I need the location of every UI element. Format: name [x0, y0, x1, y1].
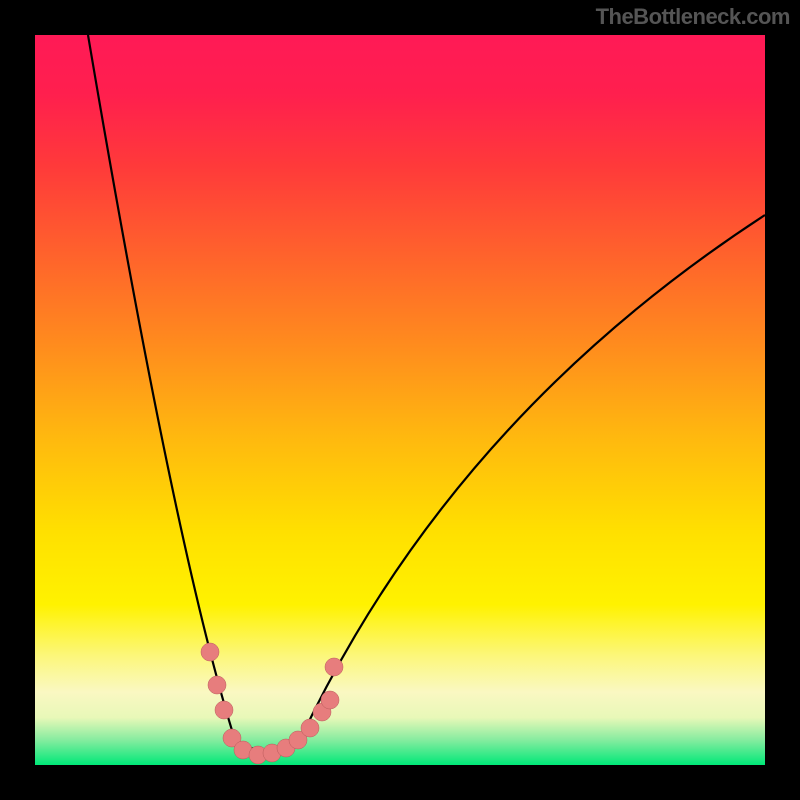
chart-svg: [0, 0, 800, 800]
marker-dot: [301, 719, 319, 737]
marker-dot: [321, 691, 339, 709]
chart-stage: TheBottleneck.com: [0, 0, 800, 800]
plot-area: [35, 35, 765, 765]
marker-dot: [325, 658, 343, 676]
marker-dot: [215, 701, 233, 719]
marker-dot: [208, 676, 226, 694]
marker-dot: [201, 643, 219, 661]
watermark-text: TheBottleneck.com: [596, 4, 790, 30]
